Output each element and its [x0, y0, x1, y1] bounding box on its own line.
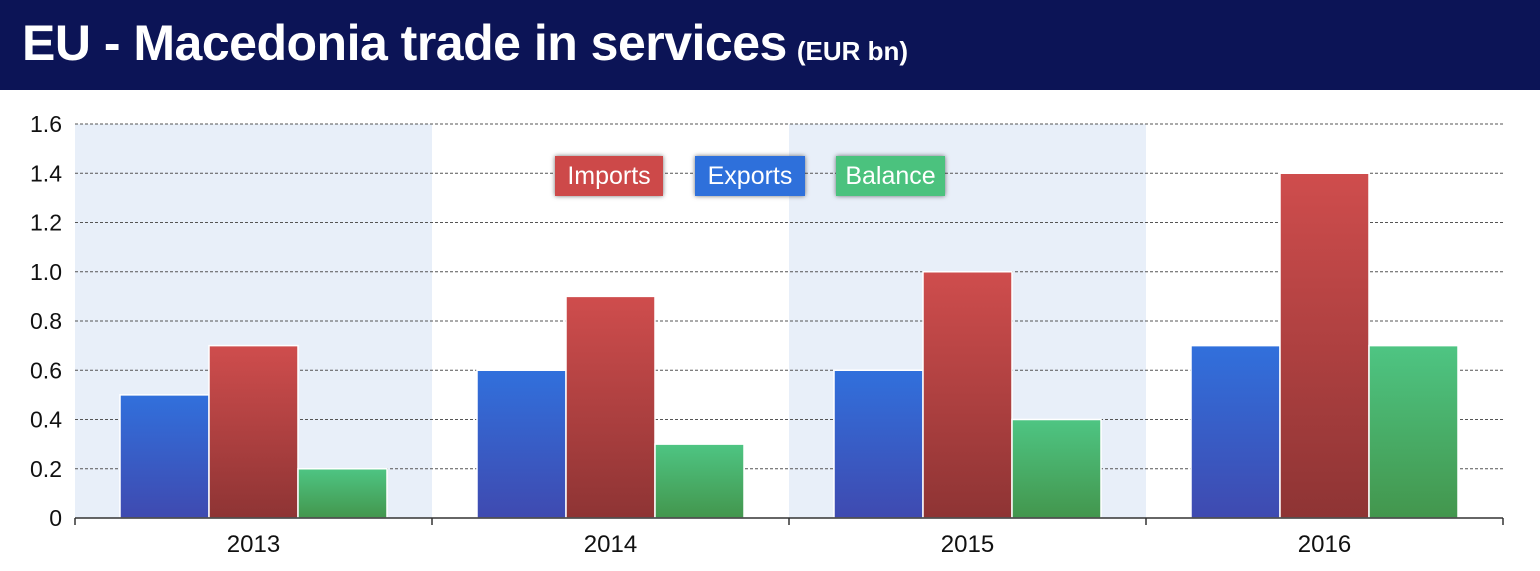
x-category-label: 2014 [584, 531, 637, 558]
legend-label: Imports [567, 162, 650, 190]
y-tick-label: 1.0 [30, 259, 62, 285]
y-tick-label: 0 [49, 505, 62, 531]
y-tick-label: 1.6 [30, 111, 62, 137]
bar-imports-2014 [565, 295, 656, 519]
y-tick-label: 0.6 [30, 357, 62, 383]
y-tick-label: 0.4 [30, 407, 62, 433]
title-banner: EU - Macedonia trade in services (EUR bn) [0, 0, 1540, 90]
legend-item-balance: Balance [836, 156, 945, 196]
bar-exports-2015 [833, 369, 924, 519]
x-category-label: 2016 [1298, 531, 1351, 558]
legend-item-imports: Imports [555, 156, 663, 196]
bar-balance-2014 [654, 443, 745, 519]
axes: 0 0.2 0.4 0.6 0.8 1.0 1.2 1.4 1.6 2013 2014 2015 201… [30, 111, 1504, 558]
y-tick-label: 0.2 [30, 456, 62, 482]
bar-exports-2016 [1190, 344, 1281, 519]
y-tick-label: 1.4 [30, 160, 62, 186]
chart-title: EU - Macedonia trade in services (EUR bn) [22, 12, 908, 82]
bar-balance-2015 [1011, 418, 1102, 519]
legend-label: Exports [708, 162, 793, 190]
x-category-label: 2015 [941, 531, 994, 558]
y-tick-label: 1.2 [30, 210, 62, 236]
legend-item-exports: Exports [695, 156, 805, 196]
bar-balance-2016 [1368, 344, 1459, 519]
legend-swatch [555, 156, 663, 196]
x-category-label: 2013 [227, 531, 280, 558]
chart-unit-text: (EUR bn) [796, 36, 909, 66]
bar-exports-2013 [119, 394, 210, 519]
bar-imports-2016 [1279, 172, 1370, 519]
bar-imports-2013 [208, 344, 299, 519]
bars [119, 172, 1459, 519]
legend-swatch [695, 156, 805, 196]
bar-imports-2015 [922, 271, 1013, 519]
trade-bar-chart: 0 0.2 0.4 0.6 0.8 1.0 1.2 1.4 1.6 2013 2014 2015 201… [30, 111, 1504, 558]
chart-title-text: EU - Macedonia trade in services [22, 15, 787, 71]
bar-balance-2013 [297, 468, 388, 519]
legend-swatch [836, 156, 945, 196]
y-tick-label: 0.8 [30, 308, 62, 334]
legend-label: Balance [845, 162, 935, 190]
legend: Imports Exports Balance [555, 156, 945, 196]
bar-exports-2014 [476, 369, 567, 519]
